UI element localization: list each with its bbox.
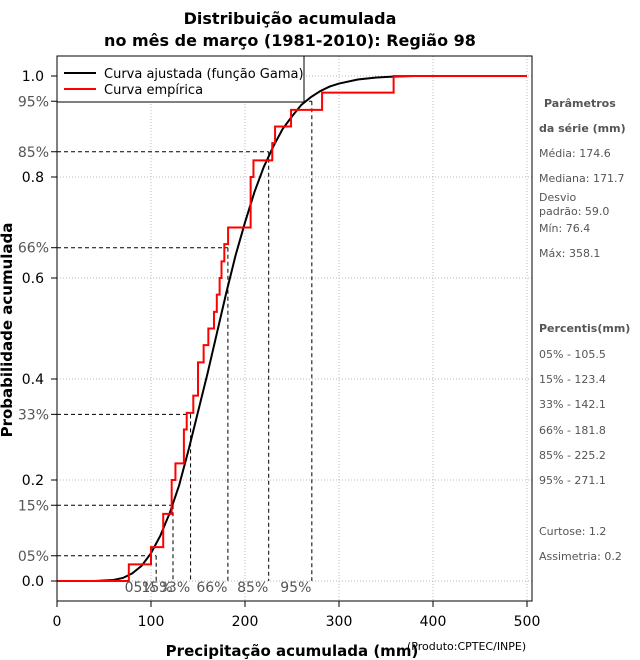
percentile-x-label-5: 95%: [280, 580, 311, 596]
legend: Curva ajustada (função Gama) Curva empír…: [56, 55, 305, 103]
series-group: [57, 75, 527, 582]
percentile-y-tick-label-4: 85%: [18, 145, 49, 161]
percentile-x-label-1: 15%: [141, 580, 172, 596]
y-tick-label-4: 0.8: [22, 170, 44, 186]
x-tick-label-1: 100: [138, 614, 165, 630]
params-title-line2: da série (mm): [539, 122, 626, 135]
x-tick-label-2: 200: [232, 614, 259, 630]
percentile-x-label-3: 66%: [196, 580, 227, 596]
params-title-line1: Parâmetros: [544, 97, 616, 110]
percentile-x-label-2: 33%: [159, 580, 190, 596]
stat-p33: 33% - 142.1: [539, 398, 606, 411]
series-line-1: [57, 75, 527, 582]
chart-subtitle: no mês de março (1981-2010): Região 98: [104, 31, 476, 50]
stat-mediana: Mediana: 171.7: [539, 172, 624, 185]
statistics-panel: Parâmetros da série (mm) Média: 174.6 Me…: [539, 97, 630, 563]
y-tick-label-2: 0.4: [22, 372, 44, 388]
percentile-y-tick-label-0: 05%: [18, 549, 49, 565]
y-tick-label-5: 1.0: [22, 69, 44, 85]
stat-assimetria: Assimetria: 0.2: [539, 550, 622, 563]
stat-desvio-line1: Desvio: [539, 191, 577, 204]
stat-min: Mín: 76.4: [539, 222, 590, 235]
x-tick-label-3: 300: [326, 614, 353, 630]
y-axis: 0.0 0.2 0.4 0.6 0.8 1.0: [22, 69, 57, 590]
chart-title: Distribuição acumulada: [184, 9, 397, 28]
x-tick-label-0: 0: [53, 614, 62, 630]
stat-p85: 85% - 225.2: [539, 449, 606, 462]
y-axis-label: Probabilidade acumulada: [0, 223, 16, 438]
percentile-x-label-4: 85%: [237, 580, 268, 596]
percentile-y-tick-label-5: 95%: [18, 94, 49, 110]
legend-label-fitted: Curva ajustada (função Gama): [104, 67, 304, 82]
stat-desvio-line2: padrão: 59.0: [539, 205, 609, 218]
y-tick-label-3: 0.6: [22, 271, 44, 287]
percentile-y-tick-label-1: 15%: [18, 498, 49, 514]
percentile-y-tick-label-2: 33%: [18, 407, 49, 423]
stat-media: Média: 174.6: [539, 147, 611, 160]
stat-p05: 05% - 105.5: [539, 348, 606, 361]
y-tick-label-1: 0.2: [22, 473, 44, 489]
stat-max: Máx: 358.1: [539, 247, 600, 260]
percentile-x-labels: 05%15%33% 66% 85% 95%: [125, 580, 312, 596]
percentis-title: Percentis(mm): [539, 322, 630, 335]
legend-box: [56, 55, 305, 103]
percentile-x-label-0: 05%: [125, 580, 156, 596]
x-tick-label-4: 400: [420, 614, 447, 630]
stat-p15: 15% - 123.4: [539, 373, 606, 386]
x-axis: 0 100 200 300 400 500: [53, 601, 541, 630]
stat-p66: 66% - 181.8: [539, 424, 606, 437]
percentile-y-tick-label-3: 66%: [18, 241, 49, 257]
x-axis-label: Precipitação acumulada (mm): [166, 642, 419, 660]
legend-label-empirical: Curva empírica: [104, 83, 203, 98]
y-tick-label-0: 0.0: [22, 574, 44, 590]
x-tick-label-5: 500: [514, 614, 541, 630]
credit-text: (Produto:CPTEC/INPE): [407, 640, 526, 653]
percentile-y-axis: 05% 15% 33% 66% 85% 95%: [18, 94, 57, 565]
stat-curtose: Curtose: 1.2: [539, 525, 606, 538]
stat-p95: 95% - 271.1: [539, 474, 606, 487]
